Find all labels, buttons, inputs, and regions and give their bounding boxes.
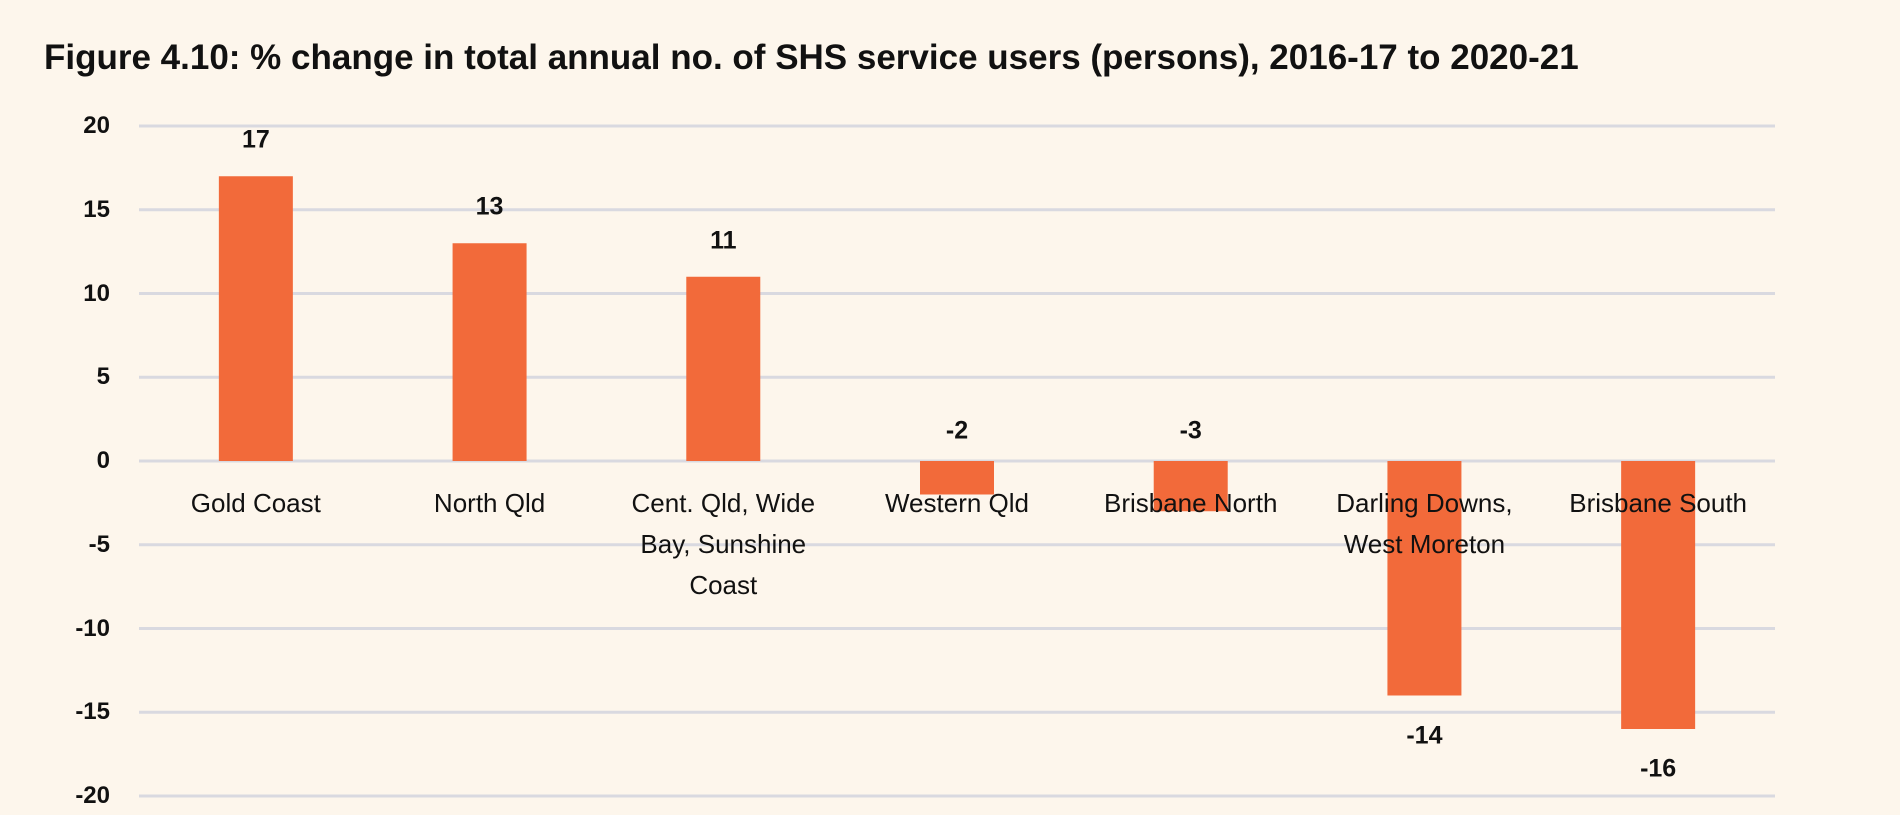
- data-label: -3: [1179, 416, 1202, 445]
- y-tick-label: 10: [83, 279, 110, 307]
- x-tick-label: North Qld: [433, 488, 546, 518]
- x-tick-label: Brisbane North: [1103, 488, 1278, 518]
- bar: [452, 243, 527, 461]
- data-label: -16: [1640, 754, 1677, 783]
- x-tick-label: Gold Coast: [190, 488, 321, 518]
- x-tick-label: Cent. Qld, Wide Bay, Sunshine Coast: [631, 488, 816, 600]
- chart-title: Figure 4.10: % change in total annual no…: [44, 38, 1579, 77]
- bar: [1153, 461, 1228, 512]
- x-tick-label: Western Qld: [884, 488, 1029, 518]
- y-tick-label: 15: [83, 195, 110, 223]
- bar: [1621, 461, 1696, 729]
- data-label: 13: [475, 192, 504, 221]
- x-tick-label: Brisbane South: [1569, 488, 1748, 518]
- bar: [920, 461, 994, 495]
- bar: [218, 176, 293, 461]
- bar: [1387, 461, 1462, 696]
- data-label: 17: [241, 125, 270, 154]
- y-tick-label: -15: [75, 698, 110, 726]
- data-label: 11: [710, 226, 737, 255]
- y-tick-label: -10: [75, 614, 110, 642]
- y-tick-label: 0: [96, 447, 110, 474]
- y-tick-label: -20: [75, 782, 110, 809]
- y-tick-label: 20: [83, 112, 110, 139]
- data-label: -2: [945, 416, 969, 445]
- bar: [686, 276, 761, 461]
- x-tick-label: Darling Downs, West Moreton: [1336, 488, 1513, 559]
- data-label: -14: [1406, 721, 1443, 749]
- y-tick-label: -5: [88, 530, 110, 558]
- y-tick-label: 5: [96, 363, 110, 391]
